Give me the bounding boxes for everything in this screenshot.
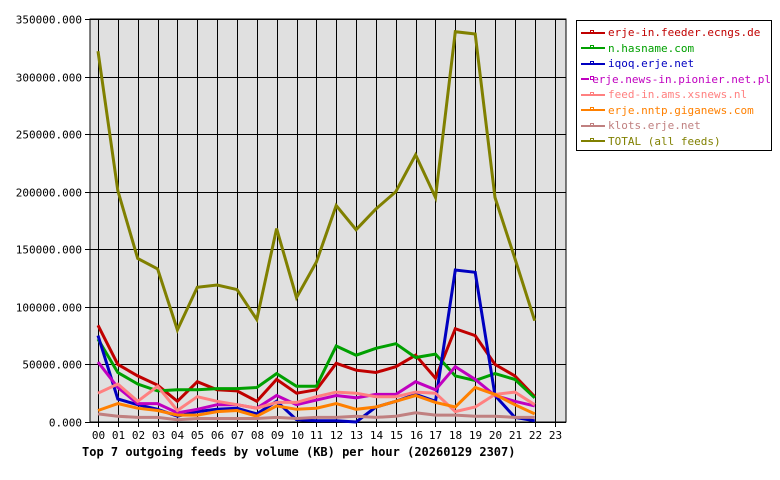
x-tick-label: 13 [350, 429, 363, 442]
legend-line-marker-icon [581, 138, 605, 143]
y-tick-label: 350000.000 [16, 14, 82, 27]
legend-item: erje-in.feeder.ecngs.de [581, 25, 771, 41]
legend-label: erje.news-in.pionier.net.pl [592, 72, 771, 86]
legend-line-marker-icon [581, 45, 605, 50]
legend-label: TOTAL (all feeds) [608, 134, 721, 148]
legend-line-marker-icon [581, 91, 605, 96]
series-line [96, 324, 536, 404]
y-tick-label: 250000.000 [16, 129, 82, 142]
y-tick-label: 150000.000 [16, 244, 82, 257]
legend-label: erje.nntp.giganews.com [608, 103, 754, 117]
x-tick-label: 15 [390, 429, 403, 442]
x-tick-label: 18 [449, 429, 462, 442]
legend-line-marker-icon [581, 107, 605, 112]
x-tick-label: 14 [370, 429, 384, 442]
legend-item: iqoq.erje.net [581, 56, 771, 72]
legend-item: feed-in.ams.xsnews.nl [581, 87, 771, 103]
x-tick-label: 03 [152, 429, 165, 442]
x-tick-label: 06 [211, 429, 224, 442]
y-tick-label: 50000.000 [22, 359, 82, 372]
legend-item: n.hasname.com [581, 41, 771, 57]
legend-label: n.hasname.com [608, 41, 695, 55]
x-tick-label: 19 [469, 429, 482, 442]
x-tick-label: 23 [549, 429, 562, 442]
series-line [96, 361, 536, 415]
legend-label: erje-in.feeder.ecngs.de [608, 26, 761, 40]
legend-label: feed-in.ams.xsnews.nl [608, 88, 748, 102]
x-tick-label: 22 [529, 429, 542, 442]
y-axis-ticks: 0.000 50000.000 100000.000 150000.000 200000… [16, 14, 82, 430]
x-tick-label: 17 [429, 429, 442, 442]
chart-title: Top 7 outgoing feeds by volume (KB) per … [82, 445, 515, 459]
x-tick-label: 04 [171, 429, 185, 442]
x-tick-label: 11 [310, 429, 323, 442]
series-line [97, 411, 535, 422]
legend-line-marker-icon [581, 29, 605, 34]
x-tick-label: 08 [251, 429, 264, 442]
y-tick-label: 200000.000 [16, 187, 82, 200]
series-line [96, 30, 537, 334]
x-tick-label: 21 [509, 429, 522, 442]
x-tick-label: 07 [231, 429, 244, 442]
y-tick-label: 100000.000 [16, 302, 82, 315]
series-line [96, 338, 536, 399]
legend-item: erje.news-in.pionier.net.pl [581, 72, 771, 88]
legend-label: iqoq.erje.net [608, 57, 695, 71]
legend-label: klots.erje.net [608, 119, 701, 133]
x-tick-label: 16 [410, 429, 423, 442]
x-tick-label: 12 [330, 429, 343, 442]
legend-line-marker-icon [581, 76, 595, 81]
x-tick-label: 05 [191, 429, 204, 442]
x-tick-label: 10 [291, 429, 304, 442]
y-tick-label: 300000.000 [16, 72, 82, 85]
y-tick-label: 0.000 [49, 417, 82, 430]
grid-lines [85, 19, 566, 427]
series-lines [96, 30, 537, 424]
legend-line-marker-icon [581, 122, 605, 127]
legend: erje-in.feeder.ecngs.de n.hasname.com iqoq… [576, 20, 772, 151]
x-tick-label: 02 [132, 429, 145, 442]
x-tick-label: 09 [271, 429, 284, 442]
series-line [97, 385, 536, 418]
x-tick-label: 20 [489, 429, 502, 442]
x-tick-label: 01 [112, 429, 125, 442]
legend-item: TOTAL (all feeds) [581, 134, 771, 150]
legend-item: erje.nntp.giganews.com [581, 103, 771, 119]
x-axis-ticks: 00 01 02 03 04 05 06 07 08 09 10 11 12 13 14 15 16 17 18 19… [92, 429, 562, 442]
legend-line-marker-icon [581, 60, 605, 65]
legend-item: klots.erje.net [581, 118, 771, 134]
x-tick-label: 00 [92, 429, 105, 442]
series-line [97, 382, 536, 414]
